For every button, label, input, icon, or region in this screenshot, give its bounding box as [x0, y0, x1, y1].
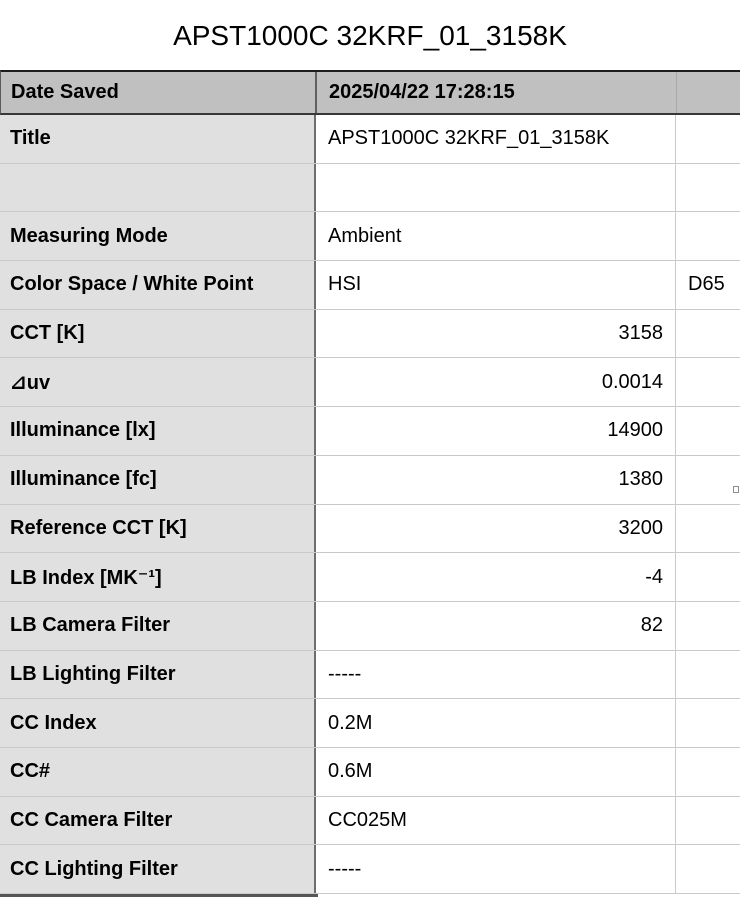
selection-handle-artifact [733, 486, 739, 493]
row-label: LB Camera Filter [0, 601, 316, 650]
table-row-title: Title APST1000C 32KRF_01_3158K [0, 115, 740, 164]
row-extra [676, 699, 740, 747]
table-row-reference-cct: Reference CCT [K] 3200 [0, 504, 740, 554]
row-value: HSI [316, 261, 676, 309]
row-label: LB Index [MK⁻¹] [0, 553, 316, 601]
row-value: 0.2M [316, 699, 676, 747]
row-value: 0.0014 [316, 358, 676, 407]
row-label: Reference CCT [K] [0, 504, 316, 553]
row-value: ----- [316, 845, 676, 893]
row-label: Color Space / White Point [0, 261, 316, 309]
row-label: Illuminance [fc] [0, 455, 316, 504]
row-label: CCT [K] [0, 309, 316, 358]
row-extra [676, 407, 740, 455]
row-label: LB Lighting Filter [0, 650, 316, 699]
row-value: CC025M [316, 796, 676, 845]
row-value: 3200 [316, 504, 676, 553]
header-value-date-saved: 2025/04/22 17:28:15 [317, 72, 677, 113]
table-row-empty [0, 163, 740, 213]
row-extra [676, 115, 740, 163]
table-row-illuminance-lx: Illuminance [lx] 14900 [0, 407, 740, 456]
row-value: 0.6M [316, 747, 676, 796]
title-area: APST1000C 32KRF_01_3158K [0, 0, 740, 70]
page-title: APST1000C 32KRF_01_3158K [173, 20, 567, 51]
row-label: CC Index [0, 699, 316, 747]
table-header-row: Date Saved 2025/04/22 17:28:15 [0, 70, 740, 115]
row-value: APST1000C 32KRF_01_3158K [316, 115, 676, 163]
row-extra [676, 504, 740, 553]
row-value: ----- [316, 650, 676, 699]
row-label: Illuminance [lx] [0, 407, 316, 455]
table-row-cc-lighting-filter: CC Lighting Filter ----- [0, 845, 740, 894]
table-row-cc-camera-filter: CC Camera Filter CC025M [0, 796, 740, 846]
row-label: CC Camera Filter [0, 796, 316, 845]
row-extra [676, 163, 740, 212]
table-row-delta-uv: ⊿uv 0.0014 [0, 358, 740, 408]
row-extra [676, 845, 740, 893]
table-row-cc-number: CC# 0.6M [0, 747, 740, 797]
header-extra [677, 72, 740, 113]
row-extra [676, 650, 740, 699]
table-row-color-space: Color Space / White Point HSI D65 [0, 261, 740, 310]
table-row-lb-camera-filter: LB Camera Filter 82 [0, 601, 740, 651]
row-extra-white-point: D65 [676, 261, 740, 309]
row-extra [676, 358, 740, 407]
table-row-lb-lighting-filter: LB Lighting Filter ----- [0, 650, 740, 700]
table-row-lb-index: LB Index [MK⁻¹] -4 [0, 553, 740, 602]
row-value [316, 163, 676, 212]
row-label: ⊿uv [0, 358, 316, 407]
row-value: 3158 [316, 309, 676, 358]
row-extra [676, 747, 740, 796]
row-value: 1380 [316, 455, 676, 504]
row-extra [676, 553, 740, 601]
row-extra [676, 601, 740, 650]
row-value: 14900 [316, 407, 676, 455]
row-value: 82 [316, 601, 676, 650]
row-value: Ambient [316, 212, 676, 261]
row-label [0, 163, 316, 212]
row-label: Measuring Mode [0, 212, 316, 261]
row-extra [676, 309, 740, 358]
table-row-illuminance-fc: Illuminance [fc] 1380 [0, 455, 740, 505]
row-value: -4 [316, 553, 676, 601]
row-extra [676, 455, 740, 504]
measurement-table: Date Saved 2025/04/22 17:28:15 Title APS… [0, 70, 740, 894]
row-label: CC# [0, 747, 316, 796]
row-extra [676, 212, 740, 261]
table-row-cc-index: CC Index 0.2M [0, 699, 740, 748]
table-row-measuring-mode: Measuring Mode Ambient [0, 212, 740, 262]
header-label: Date Saved [1, 72, 317, 113]
table-row-cct: CCT [K] 3158 [0, 309, 740, 359]
row-label: Title [0, 115, 316, 163]
row-label: CC Lighting Filter [0, 845, 316, 893]
bottom-cut-edge [0, 894, 318, 897]
row-extra [676, 796, 740, 845]
